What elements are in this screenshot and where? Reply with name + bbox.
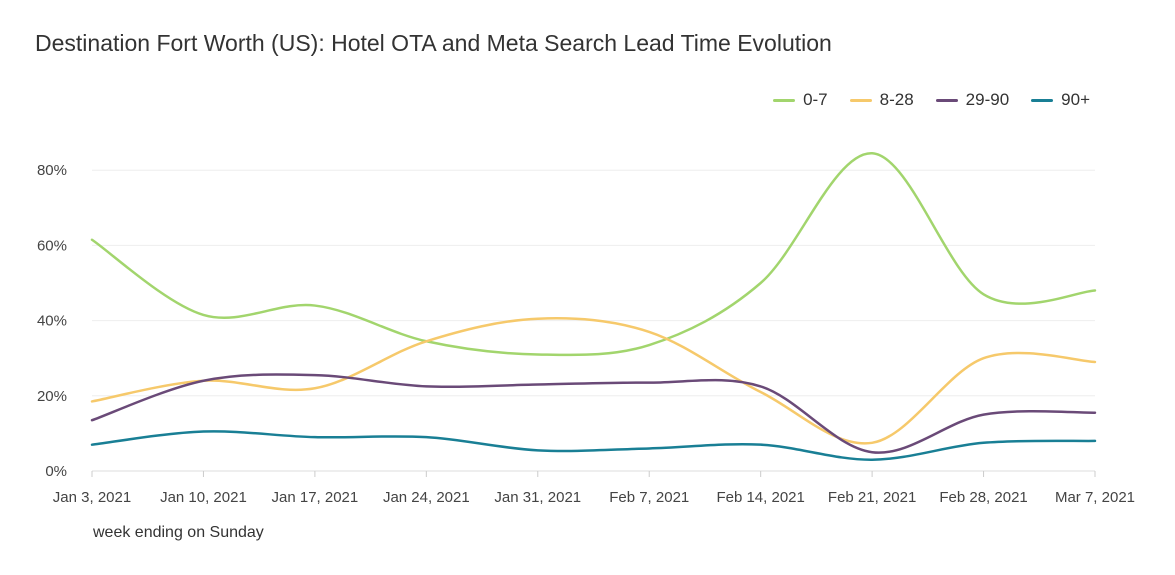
legend-label-8-28: 8-28 bbox=[879, 90, 914, 109]
legend-swatch-90-plus bbox=[1031, 98, 1054, 102]
x-tick-label: Jan 3, 2021 bbox=[53, 489, 131, 506]
series-line-0-7 bbox=[90, 152, 1097, 357]
legend-label-0-7: 0-7 bbox=[803, 90, 828, 109]
series-line-90-plus bbox=[90, 430, 1097, 461]
legend-swatch-0-7 bbox=[773, 98, 796, 102]
legend-item-29-90[interactable]: 29-90 bbox=[935, 90, 1010, 110]
x-tick-label: Jan 24, 2021 bbox=[383, 489, 470, 506]
legend-label-90-plus: 90+ bbox=[1061, 90, 1090, 109]
chart-title: Destination Fort Worth (US): Hotel OTA a… bbox=[35, 30, 832, 56]
x-tick-label: Feb 21, 2021 bbox=[828, 489, 916, 506]
legend-item-0-7[interactable]: 0-7 bbox=[773, 90, 828, 110]
x-tick-label: Jan 10, 2021 bbox=[160, 489, 247, 506]
x-axis: Jan 3, 2021 Jan 10, 2021 Jan 17, 2021 Jan 2… bbox=[53, 471, 1135, 506]
series-line-29-90 bbox=[90, 373, 1097, 454]
x-tick-label: Jan 31, 2021 bbox=[494, 489, 581, 506]
legend: 0-7 8-28 29-90 90+ bbox=[0, 90, 1090, 110]
y-tick-label: 80% bbox=[37, 162, 67, 179]
legend-item-8-28[interactable]: 8-28 bbox=[849, 90, 914, 110]
x-tick-label: Feb 28, 2021 bbox=[939, 489, 1027, 506]
x-tick-label: Feb 14, 2021 bbox=[716, 489, 804, 506]
series-lines bbox=[90, 152, 1097, 461]
legend-label-29-90: 29-90 bbox=[965, 90, 1010, 109]
legend-swatch-8-28 bbox=[849, 98, 872, 102]
legend-item-90-plus[interactable]: 90+ bbox=[1031, 90, 1090, 110]
y-tick-label: 40% bbox=[37, 313, 67, 330]
series-line-8-28 bbox=[90, 317, 1097, 445]
x-axis-label: week ending on Sunday bbox=[93, 524, 264, 541]
x-tick-label: Jan 17, 2021 bbox=[272, 489, 359, 506]
y-tick-label: 20% bbox=[37, 388, 67, 405]
x-tick-label: Feb 7, 2021 bbox=[609, 489, 689, 506]
legend-swatch-29-90 bbox=[935, 98, 958, 102]
y-axis: 0% 20% 40% 60% 80% bbox=[37, 162, 67, 480]
x-tick-label: Mar 7, 2021 bbox=[1055, 489, 1135, 506]
y-tick-label: 60% bbox=[37, 237, 67, 254]
y-tick-label: 0% bbox=[45, 463, 67, 480]
